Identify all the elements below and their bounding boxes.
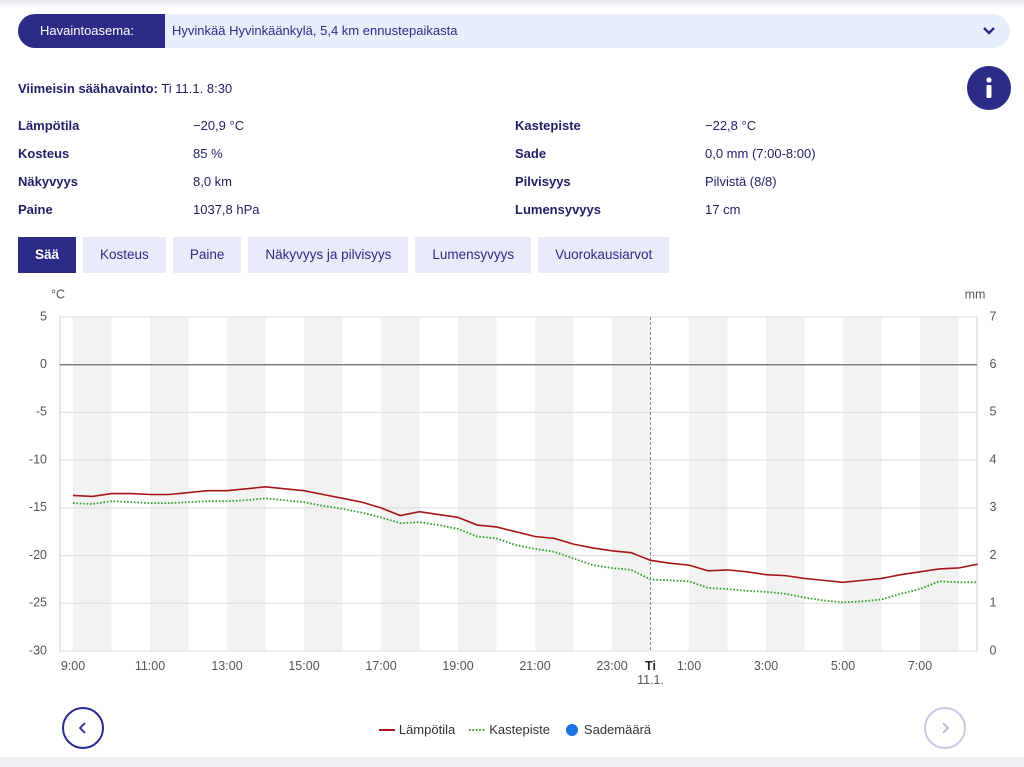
observation-label: Sade	[515, 146, 547, 161]
hour-band	[227, 317, 266, 651]
legend-label: Sademäärä	[583, 722, 652, 737]
y2-tick-label: 0	[990, 643, 997, 657]
latest-observation: Viimeisin säähavainto: Ti 11.1. 8:30	[18, 81, 232, 96]
legend-label: Lämpötila	[398, 722, 456, 737]
y-axis-label: °C	[51, 287, 65, 301]
hour-band	[73, 317, 112, 651]
y2-tick-label: 4	[990, 452, 997, 466]
legend-item[interactable]: Lämpötila	[378, 722, 456, 737]
observation-value: 0,0 mm (7:00-8:00)	[705, 146, 816, 161]
station-select[interactable]: Havaintoasema: Hyvinkää Hyvinkäänkylä, 5…	[18, 14, 1010, 48]
y2-tick-label: 7	[990, 309, 997, 323]
x-tick-label: 19:00	[442, 659, 474, 673]
latest-value: Ti 11.1. 8:30	[161, 81, 233, 96]
legend-item[interactable]: Sademäärä	[564, 722, 651, 737]
observation-value: 17 cm	[705, 202, 741, 217]
x-tick-label: 11:00	[134, 659, 166, 673]
legend-marker	[565, 723, 578, 736]
x-tick-label: 23:00	[596, 659, 628, 673]
series-line	[72, 486, 978, 584]
hour-band	[920, 317, 959, 651]
tab[interactable]: Sää	[18, 237, 77, 273]
y2-axis-label: mm	[965, 287, 986, 301]
observation-label: Paine	[18, 202, 53, 217]
tab[interactable]: Näkyvyys ja pilvisyys	[248, 237, 409, 273]
observation-value: Pilvistä (8/8)	[705, 174, 777, 189]
y-tick-label: -10	[29, 452, 47, 466]
tab[interactable]: Lumensyvyys	[415, 237, 532, 273]
latest-label: Viimeisin säähavainto:	[18, 81, 158, 96]
observation-label: Kosteus	[18, 146, 70, 161]
plot-frame	[59, 316, 978, 652]
legend-item[interactable]: Kastepiste	[469, 722, 550, 737]
observation-value: −20,9 °C	[193, 118, 245, 133]
y-tick-label: -15	[29, 500, 47, 514]
observation-value: 85 %	[193, 146, 223, 161]
hour-band	[689, 317, 728, 651]
x-tick-label: 15:00	[288, 659, 320, 673]
y2-tick-label: 5	[990, 405, 997, 419]
chevron-left	[78, 722, 86, 734]
bottom-bar	[0, 757, 1024, 767]
x-tick-label: 3:00	[753, 659, 779, 673]
legend-swatch	[378, 728, 395, 731]
x-tick-label: 17:00	[365, 659, 397, 673]
y-tick-label: 5	[40, 309, 47, 323]
observation-value: 8,0 km	[193, 174, 233, 189]
tab[interactable]: Paine	[172, 237, 242, 273]
y2-tick-label: 3	[990, 500, 997, 514]
x-tick-label: Ti 11.1.	[637, 659, 664, 687]
observation-label: Lämpötila	[18, 118, 80, 133]
y2-tick-label: 1	[990, 596, 997, 610]
x-tick-label: 5:00	[830, 659, 856, 673]
hour-band	[843, 317, 882, 651]
hour-band	[612, 317, 651, 651]
legend-swatch	[469, 728, 486, 731]
next-button[interactable]	[924, 707, 966, 749]
x-tick-label: 1:00	[676, 659, 702, 673]
legend-label: Kastepiste	[489, 722, 550, 737]
chevron-right	[942, 722, 950, 734]
y-tick-label: -5	[36, 405, 47, 419]
tabs: Sää Kosteus Paine Näkyvyys ja pilvisyys Lume…	[18, 237, 670, 273]
legend-swatch	[565, 723, 578, 736]
x-tick-label: 9:00	[60, 659, 86, 673]
hour-band	[766, 317, 805, 651]
previous-button[interactable]	[62, 707, 104, 749]
observation-value: −22,8 °C	[705, 118, 757, 133]
hour-band	[381, 317, 420, 651]
y-tick-label: -20	[29, 548, 47, 562]
info-icon	[986, 77, 992, 98]
hour-band	[458, 317, 497, 651]
y2-tick-label: 6	[990, 357, 997, 371]
observation-label: Pilvisyys	[515, 174, 571, 189]
dropdown-chevron	[983, 27, 995, 35]
observation-label: Näkyvyys	[18, 174, 78, 189]
y2-tick-label: 2	[990, 548, 997, 562]
y-tick-label: -25	[29, 596, 47, 610]
x-tick-label: 21:00	[519, 659, 551, 673]
observation-label: Kastepiste	[515, 118, 581, 133]
tab[interactable]: Vuorokausiarvot	[538, 237, 670, 273]
y-tick-label: -30	[29, 643, 47, 657]
observation-value: 1037,8 hPa	[193, 202, 260, 217]
top-shade	[0, 0, 1024, 8]
x-tick-label: 13:00	[211, 659, 243, 673]
y-tick-label: 0	[40, 357, 47, 371]
hour-band	[150, 317, 189, 651]
station-label: Havaintoasema:	[18, 14, 165, 48]
x-tick-label: 7:00	[907, 659, 933, 673]
hour-band	[304, 317, 343, 651]
info-button[interactable]	[967, 66, 1011, 110]
station-value: Hyvinkää Hyvinkäänkylä, 5,4 km ennustepa…	[172, 23, 458, 38]
observation-label: Lumensyvyys	[515, 202, 601, 217]
series-line	[72, 497, 978, 604]
tab[interactable]: Kosteus	[83, 237, 166, 273]
legend: Lämpötila Kastepiste Sademäärä	[0, 722, 1024, 737]
hour-band	[535, 317, 574, 651]
